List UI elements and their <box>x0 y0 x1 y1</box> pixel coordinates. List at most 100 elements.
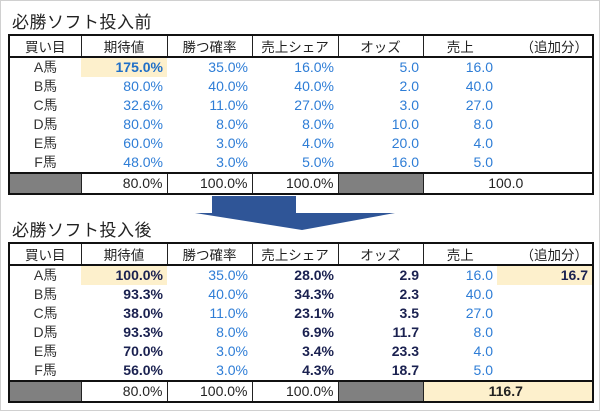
total-ev: 80.0% <box>80 380 168 403</box>
cell-name: C馬 <box>33 97 58 113</box>
totals-row: 80.0% 100.0% 100.0% 116.7 <box>8 380 594 403</box>
table-row: E馬 70.0% 3.0% 3.4% 23.3 4.0 <box>9 342 593 361</box>
header-sales: 売上 <box>422 34 497 58</box>
cell-share: 34.3% <box>294 286 334 302</box>
header-horse: 買い目 <box>8 242 82 266</box>
table-row: F馬 48.0% 3.0% 5.0% 16.0 5.0 <box>9 153 593 173</box>
cell-ev: 93.3% <box>123 324 163 340</box>
cell-prob: 40.0% <box>208 286 248 302</box>
totals-row: 80.0% 100.0% 100.0% 100.0 <box>8 172 594 195</box>
before-title: 必勝ソフト投入前 <box>12 13 152 33</box>
header-win-prob: 勝つ確率 <box>166 34 253 58</box>
cell-odds: 16.0 <box>391 154 419 170</box>
cell-odds: 20.0 <box>391 135 419 151</box>
total-sales: 116.7 <box>422 380 594 403</box>
total-share: 100.0% <box>251 172 339 195</box>
cell-share: 4.3% <box>302 362 334 378</box>
cell-sales: 40.0 <box>465 78 493 94</box>
cell-name: E馬 <box>33 343 58 359</box>
cell-share: 23.1% <box>294 305 334 321</box>
cell-sales: 40.0 <box>465 286 493 302</box>
cell-share: 40.0% <box>294 78 334 94</box>
table-row: B馬 93.3% 40.0% 34.3% 2.3 40.0 <box>9 285 593 304</box>
after-title: 必勝ソフト投入後 <box>12 221 152 241</box>
header-sales: 売上 <box>422 242 497 266</box>
cell-sales: 4.0 <box>473 135 493 151</box>
cell-odds: 2.3 <box>399 286 419 302</box>
header-win-prob: 勝つ確率 <box>166 242 253 266</box>
cell-prob: 35.0% <box>208 59 248 75</box>
cell-add <box>497 342 593 361</box>
cell-ev: 56.0% <box>123 362 163 378</box>
total-blank <box>8 172 82 195</box>
cell-ev: 70.0% <box>123 343 163 359</box>
cell-name: A馬 <box>33 59 58 75</box>
cell-name: F馬 <box>34 154 57 170</box>
cell-prob: 11.0% <box>209 97 248 113</box>
cell-prob: 40.0% <box>208 78 248 94</box>
table-row: C馬 38.0% 11.0% 23.1% 3.5 27.0 <box>9 304 593 323</box>
header-sales-share: 売上シェア <box>251 34 339 58</box>
cell-odds: 2.0 <box>399 78 419 94</box>
total-blank <box>337 380 424 403</box>
header-odds: オッズ <box>337 242 424 266</box>
total-sales: 100.0 <box>422 172 594 195</box>
cell-add <box>497 323 593 342</box>
cell-odds: 3.5 <box>399 305 419 321</box>
table-row: D馬 80.0% 8.0% 8.0% 10.0 8.0 <box>9 115 593 134</box>
table-row: A馬 175.0% 35.0% 16.0% 5.0 16.0 <box>9 57 593 77</box>
cell-prob: 8.0% <box>216 324 248 340</box>
cell-share: 6.9% <box>302 324 334 340</box>
cell-prob: 3.0% <box>216 154 248 170</box>
cell-odds: 3.0 <box>399 97 419 113</box>
cell-name: A馬 <box>33 267 58 283</box>
before-table: 買い目 期待値 勝つ確率 売上シェア オッズ 売上 （追加分） A馬 175.0%… <box>8 34 594 195</box>
cell-share: 16.0% <box>294 59 334 75</box>
cell-prob: 11.0% <box>209 305 248 321</box>
cell-odds: 5.0 <box>399 59 419 75</box>
cell-name: D馬 <box>33 324 58 340</box>
cell-ev: 100.0% <box>81 265 167 285</box>
cell-share: 8.0% <box>302 116 334 132</box>
cell-share: 3.4% <box>302 343 334 359</box>
cell-add: 16.7 <box>497 265 593 285</box>
cell-name: C馬 <box>33 305 58 321</box>
cell-ev: 80.0% <box>123 116 163 132</box>
cell-ev: 48.0% <box>123 154 163 170</box>
cell-add <box>497 361 593 381</box>
cell-odds: 23.3 <box>391 343 419 359</box>
cell-ev: 32.6% <box>123 97 163 113</box>
table-row: B馬 80.0% 40.0% 40.0% 2.0 40.0 <box>9 77 593 96</box>
cell-sales: 27.0 <box>465 97 493 113</box>
cell-sales: 16.0 <box>465 59 493 75</box>
cell-ev: 80.0% <box>123 78 163 94</box>
cell-sales: 5.0 <box>473 362 493 378</box>
cell-add <box>497 304 593 323</box>
header-additional: （追加分） <box>497 242 594 266</box>
cell-name: D馬 <box>33 116 58 132</box>
cell-ev: 60.0% <box>123 135 163 151</box>
cell-share: 5.0% <box>302 154 334 170</box>
cell-odds: 2.9 <box>399 267 419 283</box>
table-row: D馬 93.3% 8.0% 6.9% 11.7 8.0 <box>9 323 593 342</box>
cell-share: 27.0% <box>294 97 334 113</box>
cell-sales: 8.0 <box>473 116 493 132</box>
header-additional: （追加分） <box>497 34 594 58</box>
total-blank <box>337 172 424 195</box>
cell-add <box>497 285 593 304</box>
cell-name: E馬 <box>33 135 58 151</box>
cell-ev: 175.0% <box>81 57 167 77</box>
cell-prob: 35.0% <box>208 267 248 283</box>
cell-prob: 3.0% <box>216 362 248 378</box>
table-row: E馬 60.0% 3.0% 4.0% 20.0 4.0 <box>9 134 593 153</box>
cell-sales: 16.0 <box>465 267 493 283</box>
header-sales-share: 売上シェア <box>251 242 339 266</box>
cell-prob: 3.0% <box>216 343 248 359</box>
cell-share: 28.0% <box>294 267 334 283</box>
header-odds: オッズ <box>337 34 424 58</box>
table-row: A馬 100.0% 35.0% 28.0% 2.9 16.0 16.7 <box>9 265 593 285</box>
total-share: 100.0% <box>251 380 339 403</box>
cell-prob: 8.0% <box>216 116 248 132</box>
cell-odds: 18.7 <box>391 362 419 378</box>
cell-ev: 93.3% <box>123 286 163 302</box>
